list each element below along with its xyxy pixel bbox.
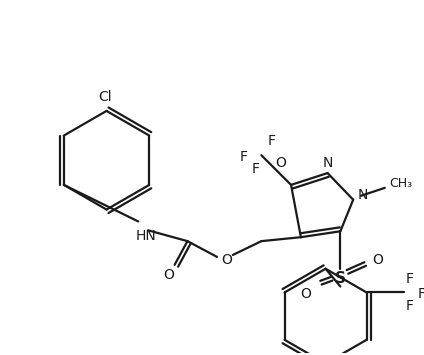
Text: O: O	[221, 253, 232, 267]
Text: O: O	[163, 268, 174, 282]
Text: CH₃: CH₃	[389, 178, 412, 190]
Text: F: F	[406, 272, 414, 286]
Text: HN: HN	[136, 229, 156, 243]
Text: F: F	[418, 288, 424, 301]
Text: F: F	[240, 150, 248, 164]
Text: F: F	[267, 135, 275, 148]
Text: O: O	[300, 288, 311, 301]
Text: Cl: Cl	[98, 90, 112, 104]
Text: N: N	[358, 188, 368, 202]
Text: F: F	[406, 299, 414, 313]
Text: O: O	[372, 253, 383, 267]
Text: F: F	[251, 162, 259, 176]
Text: N: N	[322, 156, 333, 170]
Text: S: S	[335, 271, 346, 286]
Text: O: O	[276, 156, 287, 170]
